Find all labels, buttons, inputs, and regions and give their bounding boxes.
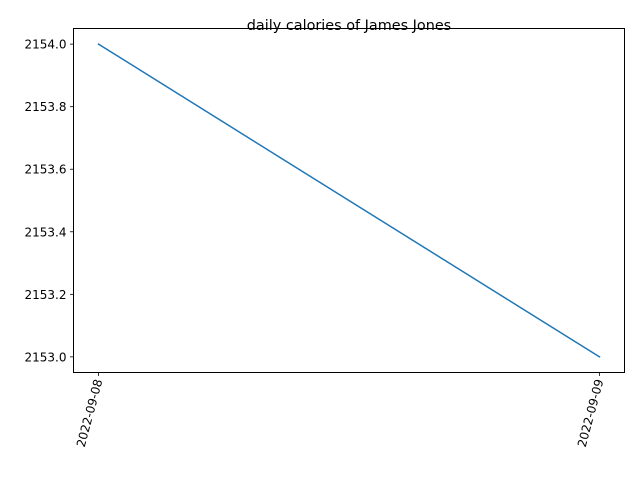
y-tick-label: 2153.4 <box>25 225 67 239</box>
x-axis-ticks: 2022-09-08 2022-09-09 <box>74 372 607 449</box>
plot-area-frame <box>73 28 625 373</box>
y-tick-label: 2153.0 <box>25 350 67 364</box>
x-tick-label: 2022-09-08 <box>74 378 106 449</box>
x-tick-label: 2022-09-09 <box>575 378 607 449</box>
y-tick-label: 2153.6 <box>25 163 67 177</box>
y-tick-label: 2153.8 <box>25 100 67 114</box>
y-tick-label: 2153.2 <box>25 288 67 302</box>
chart-title: daily calories of James Jones <box>247 18 451 34</box>
series-group <box>97 43 601 358</box>
y-axis-ticks: 2153.0 2153.2 2153.4 2153.6 2153.8 2154.0 <box>25 38 74 364</box>
y-tick-label: 2154.0 <box>25 38 67 52</box>
series-line <box>97 43 601 358</box>
